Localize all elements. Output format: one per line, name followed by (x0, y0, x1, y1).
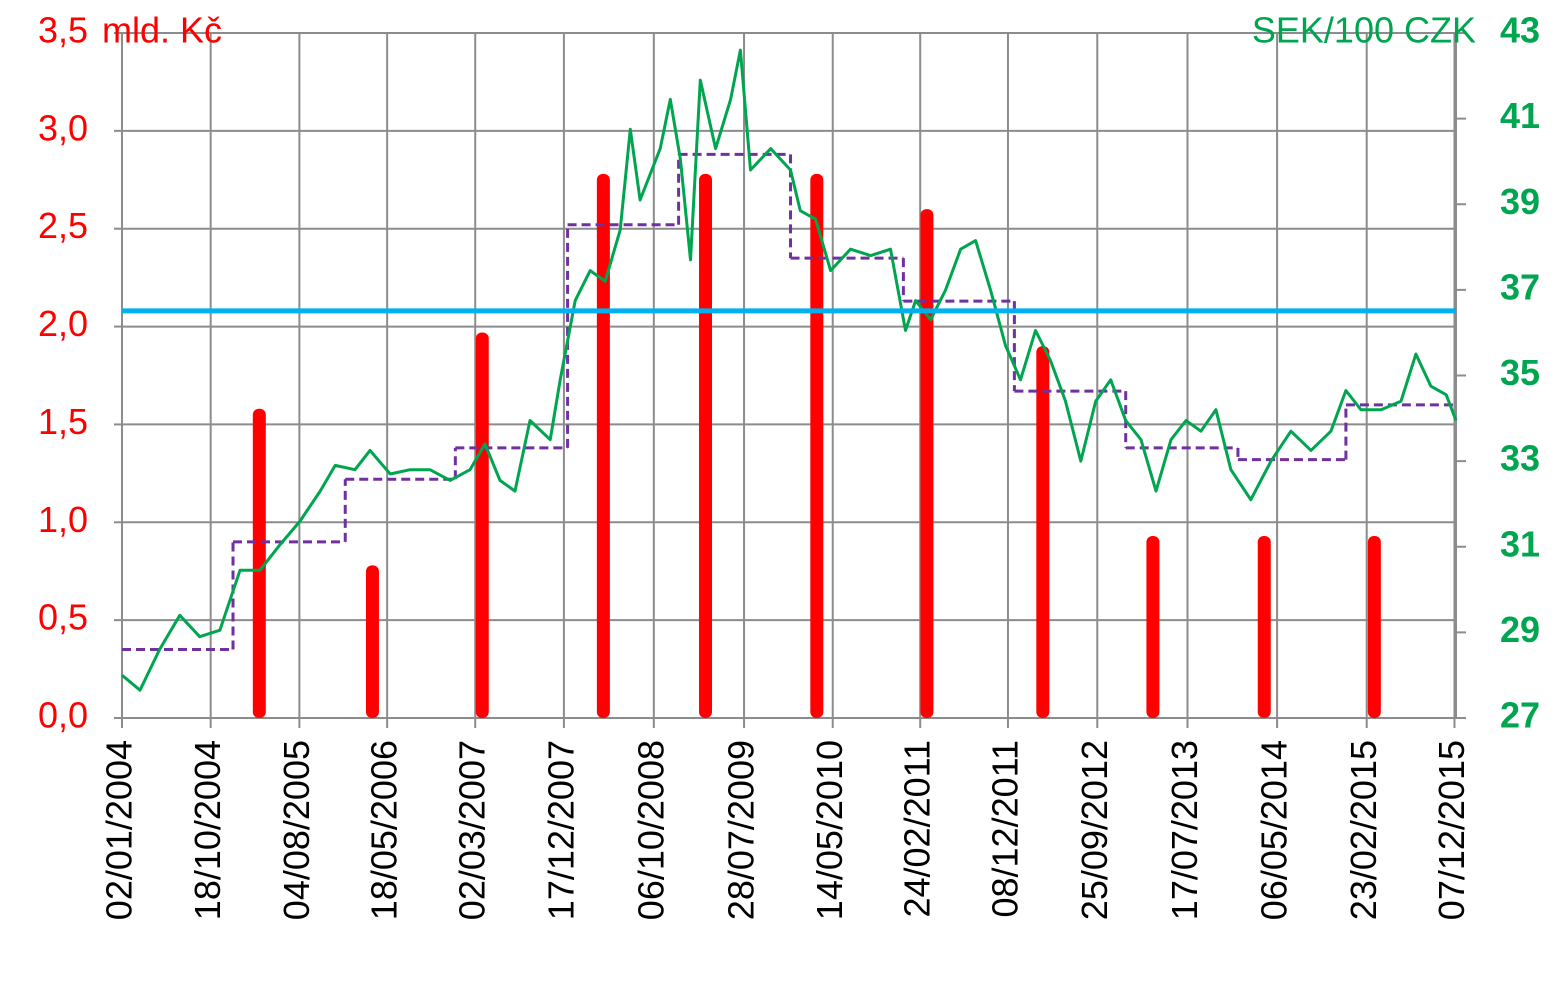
y2-tick-label: 27 (1500, 695, 1540, 736)
x-tick-label: 17/12/2007 (540, 740, 581, 920)
x-tick-label: 07/12/2015 (1431, 740, 1472, 920)
y-tick-label: 2,0 (38, 303, 88, 344)
x-tick-label: 17/07/2013 (1164, 740, 1205, 920)
y2-tick-label: 43 (1500, 10, 1540, 51)
y-tick-label: 3,0 (38, 107, 88, 148)
x-tick-label: 24/02/2011 (897, 740, 938, 918)
y2-tick-label: 39 (1500, 181, 1540, 222)
y2-tick-label: 35 (1500, 352, 1540, 393)
bar (1367, 535, 1381, 718)
bar (1257, 535, 1271, 718)
x-tick-label: 14/05/2010 (809, 740, 850, 920)
y-tick-label: 0,0 (38, 695, 88, 736)
y2-tick-label: 29 (1500, 609, 1540, 650)
x-tick-label: 02/03/2007 (452, 740, 493, 920)
x-tick-label: 18/10/2004 (187, 740, 228, 920)
y-axis-label: mld. Kč (102, 10, 222, 51)
y2-tick-label: 33 (1500, 438, 1540, 479)
x-tick-label: 08/12/2011 (984, 740, 1025, 918)
x-tick-label: 06/10/2008 (630, 740, 671, 920)
x-tick-label: 23/02/2015 (1343, 740, 1384, 920)
x-tick-label: 28/07/2009 (721, 740, 762, 920)
y2-tick-label: 41 (1500, 95, 1540, 136)
x-tick-label: 25/09/2012 (1074, 740, 1115, 920)
x-tick-label: 06/05/2014 (1254, 740, 1295, 920)
bar (1146, 535, 1160, 718)
bar (920, 209, 934, 718)
x-tick-label: 04/08/2005 (276, 740, 317, 920)
bar (365, 565, 379, 718)
x-tick-label: 18/05/2006 (364, 740, 405, 920)
y2-axis-label: SEK/100 CZK (1252, 10, 1476, 51)
bar (810, 173, 824, 718)
y-tick-label: 1,5 (38, 401, 88, 442)
y-tick-label: 2,5 (38, 205, 88, 246)
bar (252, 408, 266, 718)
y-tick-label: 3,5 (38, 10, 88, 51)
y-tick-label: 1,0 (38, 499, 88, 540)
bar (475, 332, 489, 718)
y2-tick-label: 37 (1500, 266, 1540, 307)
y2-tick-label: 31 (1500, 523, 1540, 564)
y-tick-label: 0,5 (38, 597, 88, 638)
bar (596, 173, 610, 718)
bar (699, 173, 713, 718)
x-tick-label: 02/01/2004 (99, 740, 140, 920)
line (121, 48, 1458, 692)
bar (1036, 346, 1050, 718)
